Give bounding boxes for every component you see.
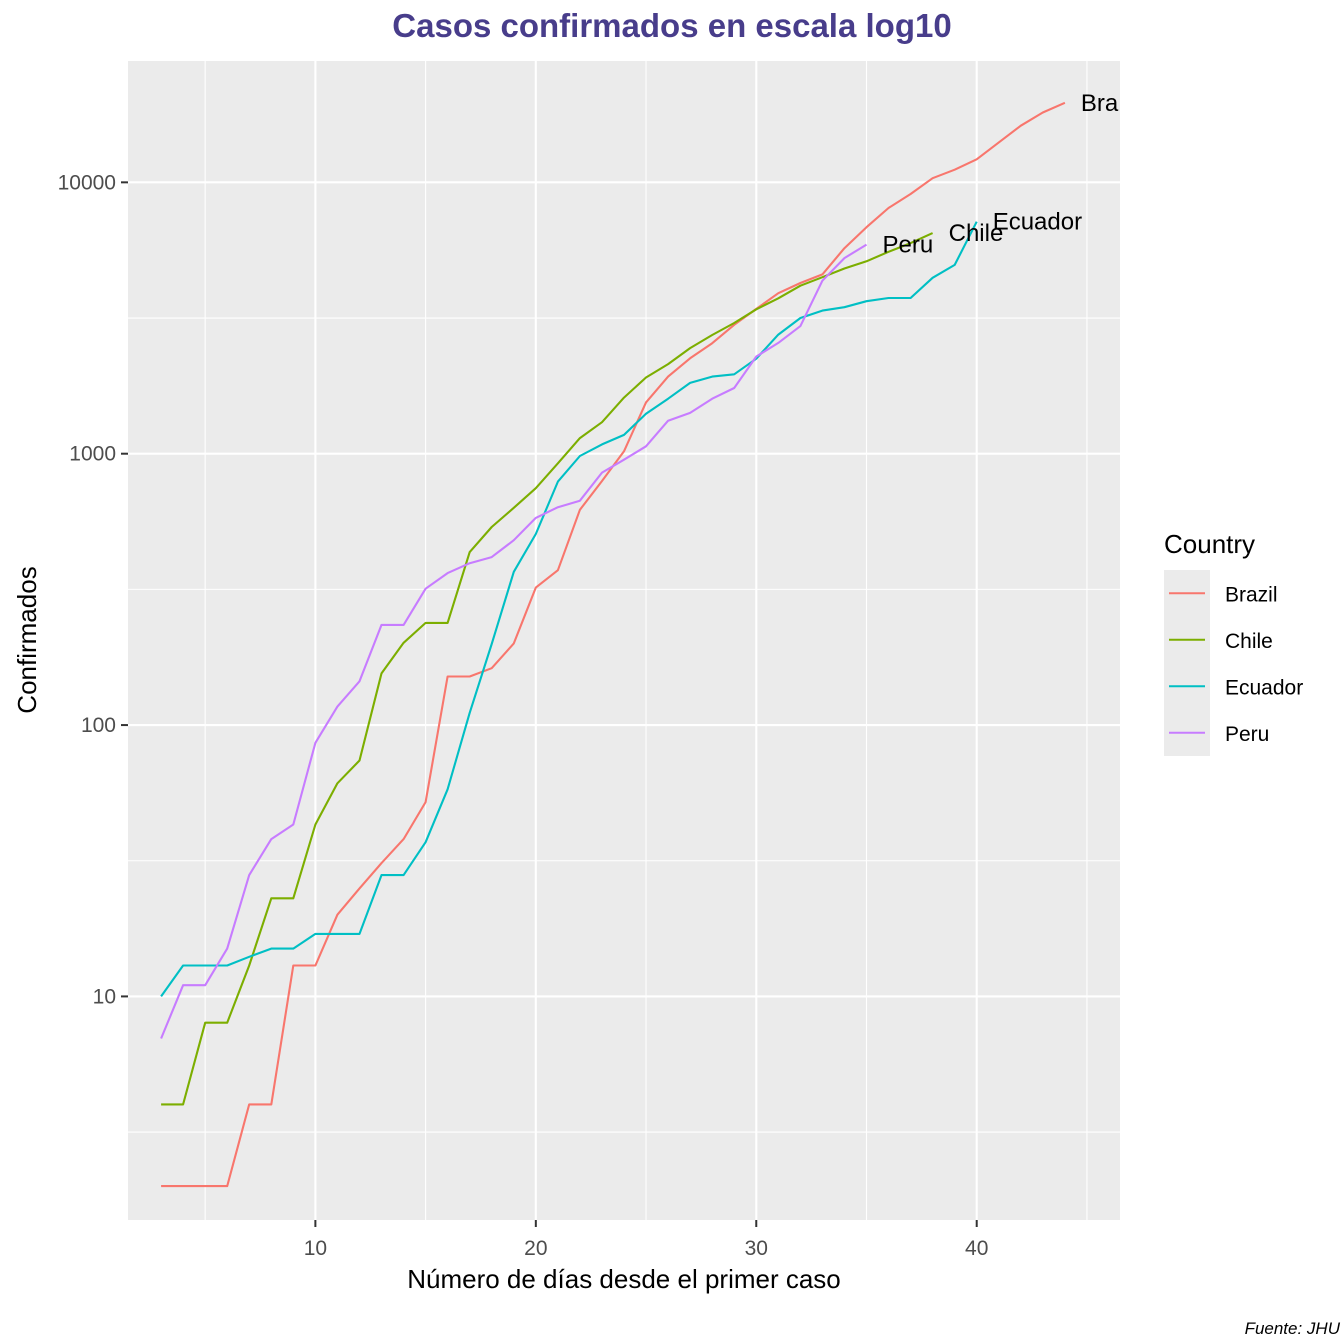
series-line-ecuador — [160, 221, 978, 998]
end-label-brazil: Bra — [1081, 90, 1119, 117]
y-axis-title: Confirmados — [12, 566, 42, 713]
panel-background — [128, 61, 1120, 1220]
end-label-ecuador: Ecuador — [993, 209, 1082, 236]
x-tick-label: 10 — [304, 1237, 327, 1260]
legend-label-chile: Chile — [1225, 630, 1273, 653]
legend-label-peru: Peru — [1225, 723, 1269, 746]
x-tick-label: 20 — [524, 1237, 547, 1260]
series-lines — [160, 101, 1066, 1188]
x-tick-label: 40 — [965, 1237, 988, 1260]
series-line-peru — [160, 243, 868, 1039]
end-label-peru: Peru — [882, 232, 933, 259]
plot-panel — [128, 61, 1120, 1220]
legend-label-ecuador: Ecuador — [1225, 676, 1303, 699]
y-tick-label: 1000 — [69, 443, 116, 466]
x-axis-title: Número de días desde el primer caso — [407, 1264, 841, 1294]
axis-ticks: 10 20 30 40 10 100 1000 10000 — [58, 171, 989, 1260]
y-tick-label: 10000 — [58, 171, 116, 194]
legend: Country Brazil Chile Ecuador Peru — [1164, 529, 1303, 756]
source-caption: Fuente: JHU — [1245, 1319, 1341, 1338]
end-label-chile: Chile — [949, 220, 1004, 247]
legend-label-brazil: Brazil — [1225, 583, 1278, 606]
y-tick-label: 100 — [81, 714, 116, 737]
series-line-chile — [161, 232, 934, 1106]
y-tick-label: 10 — [93, 985, 116, 1008]
x-tick-label: 30 — [745, 1237, 768, 1260]
legend-title: Country — [1164, 529, 1255, 559]
chart-title: Casos confirmados en escala log10 — [392, 7, 951, 44]
